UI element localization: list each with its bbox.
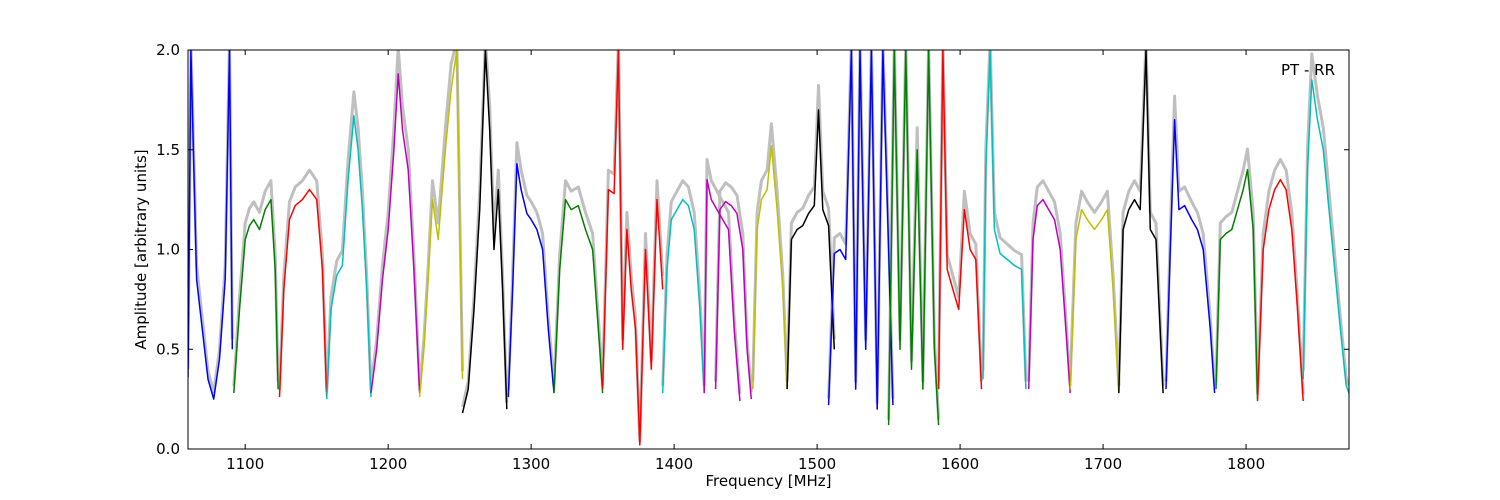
series-line-5 [418,50,464,398]
background-trace-25 [1301,52,1349,387]
series-line-3 [325,115,372,400]
series-layer [188,50,1349,446]
x-tick-label: 1800 [1227,455,1265,473]
x-tick-label: 1300 [512,455,550,473]
background-trace-24 [1256,158,1305,395]
background-trace-1 [232,179,280,386]
background-trace-4 [369,50,422,386]
series-line-0 [188,50,234,400]
y-tick-label: 1.0 [156,241,180,259]
series-line-7 [507,162,555,398]
background-trace-5 [418,50,464,391]
background-trace-8 [552,179,605,386]
series-line-8 [553,198,604,394]
background-trace-20 [1068,189,1121,386]
x-tick-label: 1700 [1084,455,1122,473]
y-axis: 0.0 0.5 1.0 1.5 2.0 [156,41,1349,458]
y-tick-label: 1.5 [156,141,180,159]
series-line-9 [601,50,664,446]
background-trace-15 [827,50,895,405]
background-trace-16 [887,50,941,420]
series-line-4 [370,73,421,394]
series-line-10 [661,198,705,394]
series-line-22 [1165,119,1216,394]
series-line-14 [786,109,836,390]
series-line-21 [1118,50,1164,394]
series-line-19 [1027,198,1071,394]
x-tick-label: 1400 [655,455,693,473]
x-tick-label: 1500 [798,455,836,473]
background-trace-3 [325,90,373,393]
series-line-23 [1215,168,1259,400]
background-trace-2 [278,168,329,391]
y-tick-label: 0.0 [156,440,180,458]
series-line-6 [461,50,508,414]
series-line-16 [887,50,940,426]
corner-annotation: PT - RR [1281,61,1335,79]
x-tick-label: 1200 [369,455,407,473]
background-trace-14 [785,84,836,382]
background-trace-21 [1117,50,1165,386]
series-line-18 [982,50,1027,390]
y-tick-label: 0.5 [156,340,180,358]
background-trace-7 [506,141,556,391]
series-line-20 [1069,208,1120,394]
x-tick-label: 1100 [226,455,264,473]
x-axis: 1100 1200 1300 1400 1500 1600 1700 1800 [226,50,1265,473]
series-line-25 [1302,79,1349,394]
series-line-15 [827,50,894,410]
series-line-13 [752,145,788,390]
background-trace-18 [981,50,1028,382]
series-line-2 [278,188,328,398]
series-line-24 [1256,178,1304,402]
background-trace-23 [1214,147,1259,393]
series-line-11 [703,178,741,402]
y-axis-label: Amplitude [arbitrary units] [132,149,150,349]
background-trace-13 [751,122,789,382]
x-axis-label: Frequency [MHz] [705,472,831,490]
series-line-12 [714,200,753,400]
series-line-17 [937,50,983,390]
y-tick-label: 2.0 [156,41,180,59]
x-tick-label: 1600 [941,455,979,473]
background-trace-19 [1027,179,1072,386]
series-line-1 [233,198,279,394]
background-trace-9 [601,50,665,443]
background-trace-10 [661,179,706,386]
background-trace-17 [937,50,983,382]
